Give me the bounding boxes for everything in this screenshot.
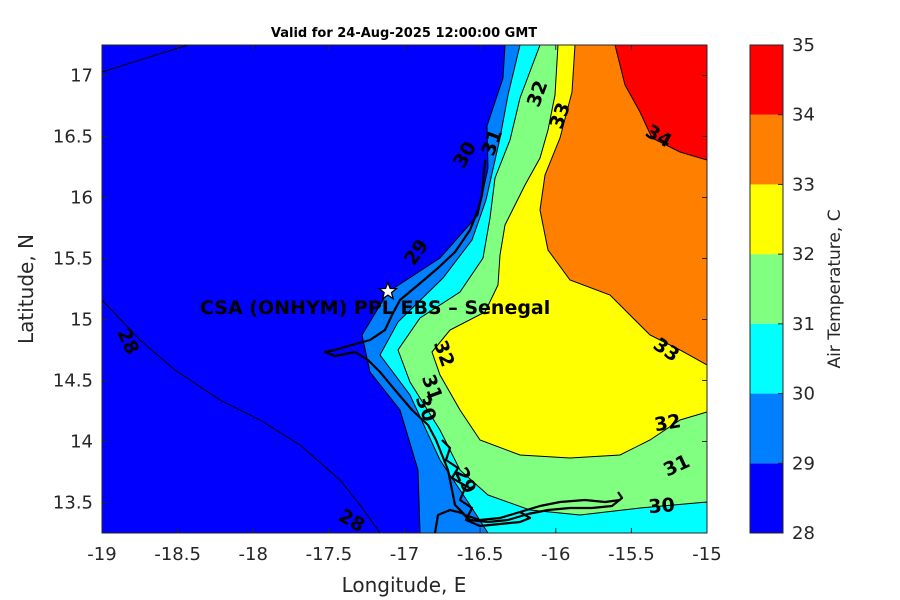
- contour-line-layer: [102, 45, 707, 533]
- x-tick-label: -16: [541, 544, 570, 565]
- colorbar-swatch: [750, 114, 783, 185]
- contour-line-33: [539, 45, 707, 366]
- coastline-gambia: [433, 491, 624, 533]
- colorbar-tick-label: 35: [792, 35, 815, 56]
- colorbar-label: Air Temperature, C: [825, 209, 845, 368]
- map-title: Valid for 24-Aug-2025 12:00:00 GMT: [271, 26, 537, 41]
- contour-line-29: [361, 45, 506, 533]
- contour-line-31: [397, 45, 707, 516]
- y-tick-label: 16.5: [53, 127, 93, 148]
- band-34-35: [615, 45, 707, 160]
- y-tick-label: 14: [70, 432, 93, 453]
- site-marker: [377, 280, 399, 301]
- y-tick-label: 13.5: [53, 493, 93, 514]
- x-axis-ticks: -19 -18.5 -18 -17.5 -17 -16.5 -16 -15.5 -15: [87, 45, 722, 565]
- colorbar-frame: [749, 44, 784, 534]
- colorbar-swatch: [750, 45, 783, 115]
- y-tick-label: 16: [70, 188, 93, 209]
- contour-fill-layer: [102, 45, 707, 533]
- colorbar-swatch: [750, 393, 783, 464]
- contour-label: 30: [647, 494, 675, 518]
- y-tick-label: 15.5: [53, 249, 93, 270]
- colorbar-tick-label: 30: [792, 384, 815, 405]
- x-tick-label: -19: [87, 544, 116, 565]
- star-icon: [377, 280, 399, 301]
- colorbar-tick-label: 28: [792, 523, 815, 544]
- colorbar-tick-label: 31: [792, 314, 815, 335]
- contour-line-30: [379, 45, 521, 533]
- y-tick-label: 14.5: [53, 371, 93, 392]
- x-tick-label: -17.5: [306, 544, 353, 565]
- colorbar-tick-label: 34: [792, 105, 815, 126]
- colorbar-tick-label: 33: [792, 174, 815, 195]
- colorbar-tick-label: 29: [792, 453, 815, 474]
- y-axis-label: Latitude, N: [14, 234, 38, 344]
- colorbar: 28 29 30 31 32 33 34 35: [749, 35, 815, 544]
- x-axis-label: Longitude, E: [342, 573, 467, 597]
- x-tick-label: -15: [692, 544, 721, 565]
- contour-label: 32: [653, 410, 683, 436]
- colorbar-tick-label: 32: [792, 244, 815, 265]
- coastline-saloum-delta: [441, 439, 532, 528]
- x-tick-label: -18: [239, 544, 268, 565]
- contour-line-32: [431, 45, 707, 459]
- contour-line-28-north: [102, 45, 189, 73]
- x-tick-label: -18.5: [154, 544, 201, 565]
- site-label: CSA (ONHYM) PPL EBS – Senegal: [200, 297, 550, 319]
- contour-line-28-south: [102, 299, 381, 533]
- colorbar-swatch: [750, 254, 783, 324]
- y-tick-label: 15: [70, 310, 93, 331]
- coastline: [323, 159, 624, 533]
- y-axis-ticks: 13.5 14 14.5 15 15.5 16 16.5 17: [53, 66, 707, 514]
- y-tick-label: 17: [70, 66, 93, 87]
- colorbar-swatch: [750, 463, 783, 533]
- colorbar-swatch: [750, 323, 783, 394]
- x-tick-label: -17: [390, 544, 419, 565]
- x-tick-label: -15.5: [608, 544, 655, 565]
- colorbar-swatch: [750, 184, 783, 255]
- coastline-main: [323, 159, 621, 522]
- contour-line-34: [614, 45, 707, 161]
- x-tick-label: -16.5: [457, 544, 504, 565]
